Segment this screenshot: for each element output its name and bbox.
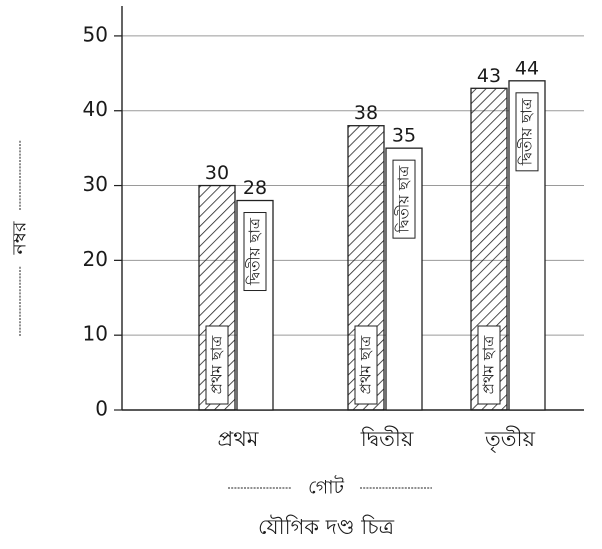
in-bar-series-label: প্রথম ছাত্র <box>208 335 226 394</box>
data-label: 28 <box>243 177 267 199</box>
data-label: 43 <box>477 65 501 87</box>
in-bar-series-label: দ্বিতীয় ছাত্র <box>518 97 536 166</box>
y-tick-label: 40 <box>83 97 108 121</box>
data-label: 38 <box>354 102 378 124</box>
in-bar-label-box <box>392 159 416 239</box>
chart-title: যৌগিক দণ্ড চিত্র <box>258 515 395 539</box>
y-tick-label: 10 <box>83 322 108 346</box>
y-tick-label: 20 <box>83 247 108 271</box>
in-bar-series-label: দ্বিতীয় ছাত্র <box>395 165 413 234</box>
labels: 0 10 20 30 40 50 প্রথম 30 প্রথম ছাত্র 28 দ্বিতীয় … <box>83 22 540 453</box>
data-label: 35 <box>392 125 416 147</box>
x-axis-title: গোট <box>308 476 345 499</box>
data-label: 44 <box>515 57 539 79</box>
in-bar-label-box <box>205 325 229 405</box>
data-label: 30 <box>205 162 229 184</box>
y-axis-title: নম্বর <box>9 221 31 256</box>
y-axis-title-group: নম্বর <box>9 140 31 336</box>
x-category-label: দ্বিতীয় <box>360 426 414 451</box>
in-bar-label-box <box>515 92 539 172</box>
x-category-label: প্রথম <box>218 427 259 451</box>
in-bar-label-box <box>354 325 378 405</box>
x-axis-title-group: গোট <box>228 476 432 499</box>
in-bar-series-label: দ্বিতীয় ছাত্র <box>246 217 264 286</box>
in-bar-label-box <box>477 325 501 405</box>
in-bar-label-box <box>243 212 267 292</box>
y-tick-label: 30 <box>83 172 108 196</box>
y-tick-label: 50 <box>83 22 108 46</box>
y-tick-label: 0 <box>95 397 108 421</box>
in-bar-series-label: প্রথম ছাত্র <box>357 335 375 394</box>
bars <box>198 80 546 411</box>
x-category-label: তৃতীয় <box>484 426 536 453</box>
in-bar-series-label: প্রথম ছাত্র <box>480 335 498 394</box>
